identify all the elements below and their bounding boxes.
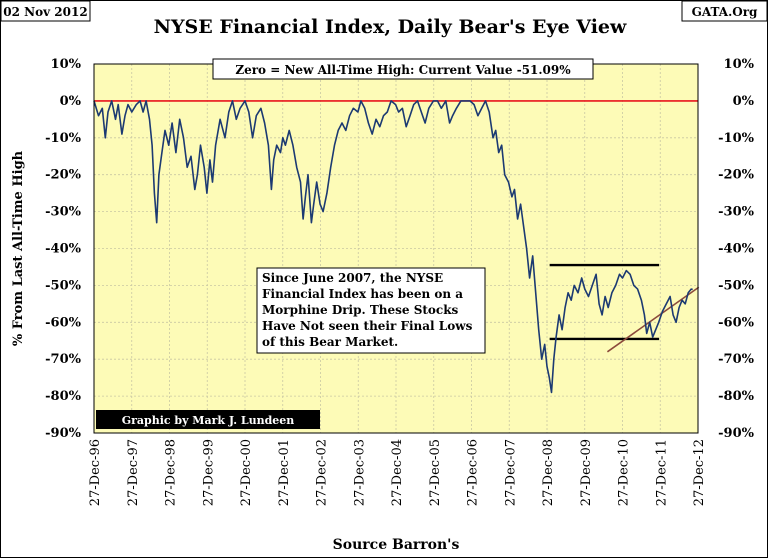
x-tick-label: 27-Dec-99 xyxy=(201,439,216,506)
y-tick-label-right: -40% xyxy=(718,242,754,257)
y-tick-label-left: -80% xyxy=(45,389,81,404)
annotation-line: Since June 2007, the NYSE xyxy=(262,271,443,285)
credit-label: Graphic by Mark J. Lundeen xyxy=(122,414,295,427)
y-tick-label-left: -50% xyxy=(45,278,81,293)
y-axis-title: % From Last All-Time High xyxy=(11,150,26,346)
x-tick-label: 27-Dec-11 xyxy=(654,439,669,506)
y-tick-label-right: -90% xyxy=(718,426,754,441)
annotation-line: Morphine Drip. These Stocks xyxy=(262,303,459,317)
subtitle: Zero = New All-Time High: Current Value … xyxy=(235,63,571,77)
y-tick-label-right: 0% xyxy=(733,94,755,109)
y-tick-label-left: -20% xyxy=(45,168,81,183)
support-trend-line xyxy=(606,286,700,353)
x-tick-label: 27-Dec-04 xyxy=(390,439,405,506)
y-tick-label-right: -20% xyxy=(718,168,754,183)
y-tick-label-left: -30% xyxy=(45,205,81,220)
y-tick-label-right: 10% xyxy=(724,57,755,72)
annotation-box xyxy=(256,267,486,354)
y-tick-label-right: -80% xyxy=(718,389,754,404)
x-tick-label: 27-Dec-12 xyxy=(692,439,707,506)
x-tick-label: 27-Dec-06 xyxy=(466,439,481,506)
y-tick-label-left: -90% xyxy=(45,426,81,441)
source-tag: GATA.Org xyxy=(692,5,758,19)
y-tick-label-left: -70% xyxy=(45,352,81,367)
y-tick-label-right: -50% xyxy=(718,278,754,293)
annotation-line: of this Bear Market. xyxy=(262,335,398,349)
y-tick-label-left: 10% xyxy=(51,57,82,72)
date-tag: 02 Nov 2012 xyxy=(3,5,87,19)
credit-box xyxy=(96,410,320,429)
x-tick-label: 27-Dec-09 xyxy=(579,439,594,506)
chart-title: NYSE Financial Index, Daily Bear's Eye V… xyxy=(154,16,627,38)
x-tick-label: 27-Dec-05 xyxy=(428,439,443,506)
x-tick-label: 27-Dec-00 xyxy=(239,439,254,506)
annotation-line: Financial Index has been on a xyxy=(262,287,463,301)
index-series-line xyxy=(93,100,693,394)
x-tick-label: 27-Dec-02 xyxy=(315,439,330,506)
y-tick-label-left: -40% xyxy=(45,242,81,257)
annotation-line: Have Not seen their Final Lows xyxy=(262,319,473,333)
y-tick-label-left: -60% xyxy=(45,315,81,330)
x-tick-label: 27-Dec-10 xyxy=(617,439,632,506)
x-tick-label: 27-Dec-07 xyxy=(503,439,518,506)
y-tick-label-right: -30% xyxy=(718,205,754,220)
y-tick-label-right: -70% xyxy=(718,352,754,367)
y-tick-label-right: -10% xyxy=(718,131,754,146)
x-axis-title: Source Barron's xyxy=(333,537,460,553)
x-tick-label: 27-Dec-03 xyxy=(352,439,367,506)
x-tick-label: 27-Dec-98 xyxy=(164,439,179,506)
subtitle-box xyxy=(212,58,594,80)
y-tick-label-left: 0% xyxy=(60,94,82,109)
x-tick-label: 27-Dec-01 xyxy=(277,439,292,506)
source-tag-box xyxy=(681,0,768,22)
x-tick-label: 27-Dec-96 xyxy=(88,439,103,506)
date-tag-box xyxy=(0,0,91,22)
y-tick-label-left: -10% xyxy=(45,131,81,146)
y-tick-label-right: -60% xyxy=(718,315,754,330)
x-tick-label: 27-Dec-97 xyxy=(126,439,141,506)
x-tick-label: 27-Dec-08 xyxy=(541,439,556,506)
